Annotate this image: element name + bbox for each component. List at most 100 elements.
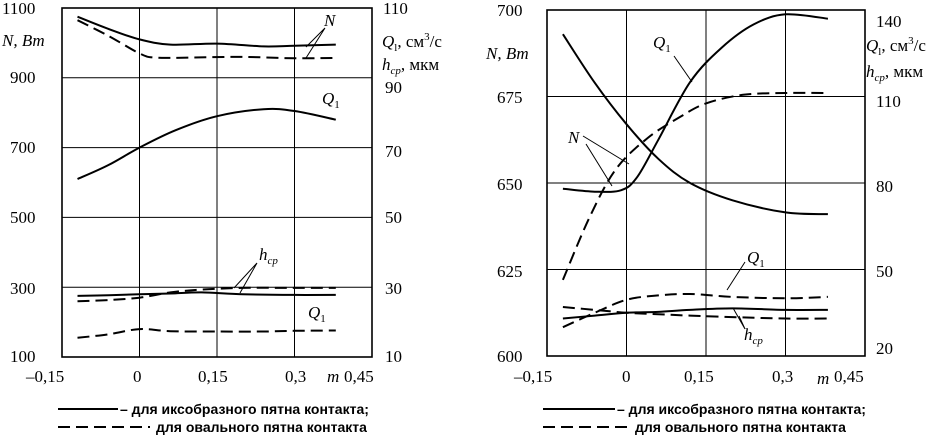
right-y-tick: 625 <box>497 262 523 281</box>
right-right-ticks: 140 110 80 50 20 <box>876 12 902 358</box>
q-unit: , см <box>881 36 908 55</box>
left-right-ticks: 110 90 70 50 30 10 <box>383 0 408 366</box>
right-right-tick: 140 <box>876 12 902 31</box>
right-annot-q1-bottom-leader <box>726 261 746 291</box>
annot-q: Q <box>747 248 759 267</box>
right-annot-q1-top: Q1 <box>653 33 671 55</box>
right-series-Q1-dashed <box>562 292 828 329</box>
left-right-tick: 90 <box>385 78 402 97</box>
left-series-Q1-dashed <box>77 328 336 339</box>
right-annot-n: N <box>567 128 581 147</box>
left-annot-hcp-leader <box>233 262 258 294</box>
right-right-axis-label-q: Ql, см3/с <box>866 35 926 58</box>
left-y-tick: 500 <box>10 208 36 227</box>
q-sup: 3 <box>908 35 914 47</box>
h-letter: h <box>866 62 875 81</box>
left-right-tick: 30 <box>385 279 402 298</box>
left-y-tick: 900 <box>10 68 36 87</box>
left-x-tick: –0,15 <box>25 367 64 386</box>
left-y-tick: 300 <box>10 279 36 298</box>
h-unit: , мкм <box>401 55 440 74</box>
annot-h: h <box>744 325 753 344</box>
left-series-hcp-solid <box>77 291 336 297</box>
left-x-ticks: –0,15 0 0,15 0,3 0,45 <box>25 367 374 386</box>
left-y-ticks: 1100 900 700 500 300 100 <box>2 0 36 366</box>
left-right-tick: 110 <box>383 0 408 18</box>
right-series-Q1-solid <box>562 13 829 193</box>
left-right-tick: 10 <box>385 347 402 366</box>
left-right-tick: 70 <box>385 142 402 161</box>
left-y-tick: 1100 <box>2 0 35 18</box>
right-annot-hcp: hcp <box>744 325 763 347</box>
left-annot-n-leader <box>305 27 326 59</box>
left-chart: –0,15 0 0,15 0,3 0,45 1100 900 700 500 3… <box>1 0 442 386</box>
h-sub: cp <box>875 72 886 84</box>
h-unit: , мкм <box>885 62 924 81</box>
q-sub: l <box>878 46 881 58</box>
annot-q-sub: 1 <box>320 313 326 325</box>
right-annot-hcp-leader <box>732 307 746 330</box>
right-y-tick: 700 <box>497 1 523 20</box>
left-y-tick: 100 <box>10 347 36 366</box>
right-x-tick: –0,15 <box>513 367 552 386</box>
right-x-ticks: –0,15 0 0,15 0,3 0,45 <box>513 367 864 386</box>
right-grid <box>546 9 866 357</box>
left-series <box>77 15 337 339</box>
annot-h-sub: cp <box>753 335 764 347</box>
annot-h-sub: cp <box>268 255 279 267</box>
q-sup: 3 <box>424 31 430 43</box>
right-series-hcp-solid <box>562 307 828 320</box>
right-right-tick: 20 <box>876 339 893 358</box>
left-series-N-dashed <box>77 19 336 60</box>
legend-label-dashed: для овального пятна контакта <box>635 419 846 435</box>
annot-q-sub: 1 <box>665 43 671 55</box>
right-series <box>561 13 829 329</box>
right-series-N-solid <box>562 33 828 216</box>
right-x-tick: 0,15 <box>684 367 714 386</box>
annot-q: Q <box>308 303 320 322</box>
left-annot-q1-bottom: Q1 <box>308 303 326 325</box>
right-annot-q1-top-leader <box>673 55 693 83</box>
left-y-tick: 700 <box>10 138 36 157</box>
left-series-hcp-dashed <box>77 286 336 303</box>
left-right-tick: 50 <box>385 208 402 227</box>
q-unit: , см <box>397 32 424 51</box>
right-right-tick: 50 <box>876 262 893 281</box>
annot-q-sub: 1 <box>759 258 765 270</box>
right-x-tick: 0,45 <box>834 367 864 386</box>
left-annot-n: N <box>323 11 337 30</box>
left-x-axis-label: m <box>327 367 339 386</box>
q-tail: /с <box>430 32 443 51</box>
left-x-tick: 0,45 <box>344 367 374 386</box>
q-letter: Q <box>866 36 878 55</box>
right-series-N-dashed <box>561 91 828 281</box>
right-annot-q1-bottom: Q1 <box>747 248 765 270</box>
left-y-label-text: N, Вт <box>1 31 45 50</box>
left-x-tick: 0,15 <box>198 367 228 386</box>
left-right-axis-label-q: Ql, см3/с <box>382 31 442 54</box>
annot-q-sub: 1 <box>334 99 340 111</box>
annot-h: h <box>259 245 268 264</box>
right-y-ticks: 700 675 650 625 600 <box>497 1 523 366</box>
right-chart: –0,15 0 0,15 0,3 0,45 700 675 650 625 60… <box>485 1 926 388</box>
q-letter: Q <box>382 32 394 51</box>
right-y-tick: 600 <box>497 347 523 366</box>
right-right-tick: 80 <box>876 177 893 196</box>
left-grid <box>61 7 373 358</box>
legend-label-solid: – для иксобразного пятна контакта; <box>617 401 866 417</box>
left-x-tick: 0,3 <box>285 367 306 386</box>
left-series-N-solid <box>77 15 336 48</box>
right-right-axis-label-h: hcp, мкм <box>866 62 923 84</box>
right-right-tick: 110 <box>876 92 901 111</box>
right-y-axis-label: N, Вт <box>485 44 529 63</box>
left-annot-q1-top: Q1 <box>322 89 340 111</box>
legend-label-solid: – для иксобразного пятна контакта; <box>120 401 369 417</box>
q-tail: /с <box>914 36 927 55</box>
right-y-tick: 675 <box>497 88 523 107</box>
right-series-hcp-dashed <box>562 306 828 320</box>
left-x-tick: 0 <box>133 367 142 386</box>
right-y-label-text: N, Вт <box>485 44 529 63</box>
right-x-tick: 0 <box>622 367 631 386</box>
right-annot-n-leader <box>582 135 630 187</box>
